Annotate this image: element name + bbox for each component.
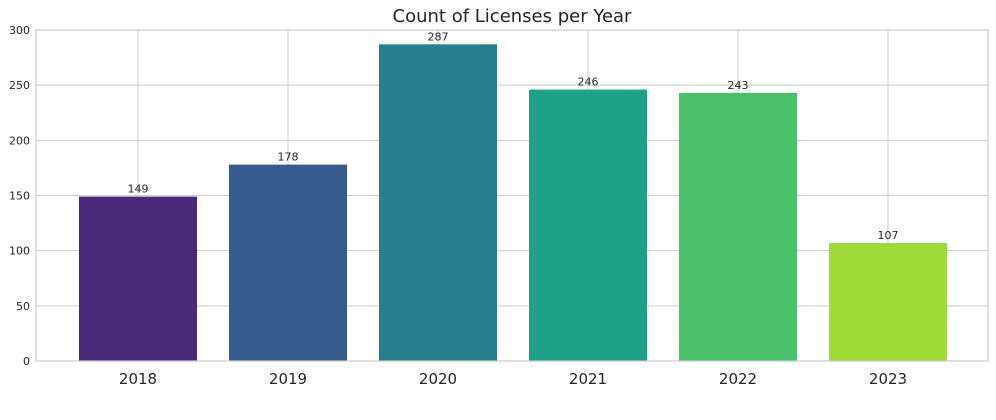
bar-2018 [79,196,197,361]
plot-frame [35,29,989,362]
y-tick-label: 200 [9,134,30,147]
bar-2023 [829,242,947,361]
bars [79,44,947,362]
x-tick-label: 2023 [869,370,907,388]
x-tick-label: 2020 [419,370,457,388]
bar-2022 [679,92,797,361]
y-axis: 0 50 100 150 200 250 300 [9,24,30,368]
y-tick-label: 250 [9,79,30,92]
data-label: 149 [128,183,149,196]
data-label: 243 [728,79,749,92]
data-label: 246 [578,76,599,89]
y-tick-label: 150 [9,190,30,203]
x-tick-label: 2021 [569,370,607,388]
x-tick-label: 2018 [119,370,157,388]
data-label: 287 [428,30,449,43]
chart-title: Count of Licenses per Year [393,6,633,27]
y-tick-label: 0 [23,355,30,368]
y-tick-label: 300 [9,24,30,37]
x-axis: 2018 2019 2020 2021 2022 2023 [119,370,907,388]
x-tick-label: 2022 [719,370,757,388]
data-label: 107 [878,229,899,242]
data-label: 178 [278,151,299,164]
bar-2021 [529,89,647,361]
bar-2020 [379,44,497,362]
bar-2019 [229,164,347,361]
data-labels: 149 178 287 246 243 107 [128,30,899,242]
y-tick-label: 50 [16,300,30,313]
y-tick-label: 100 [9,245,30,258]
x-tick-label: 2019 [269,370,307,388]
